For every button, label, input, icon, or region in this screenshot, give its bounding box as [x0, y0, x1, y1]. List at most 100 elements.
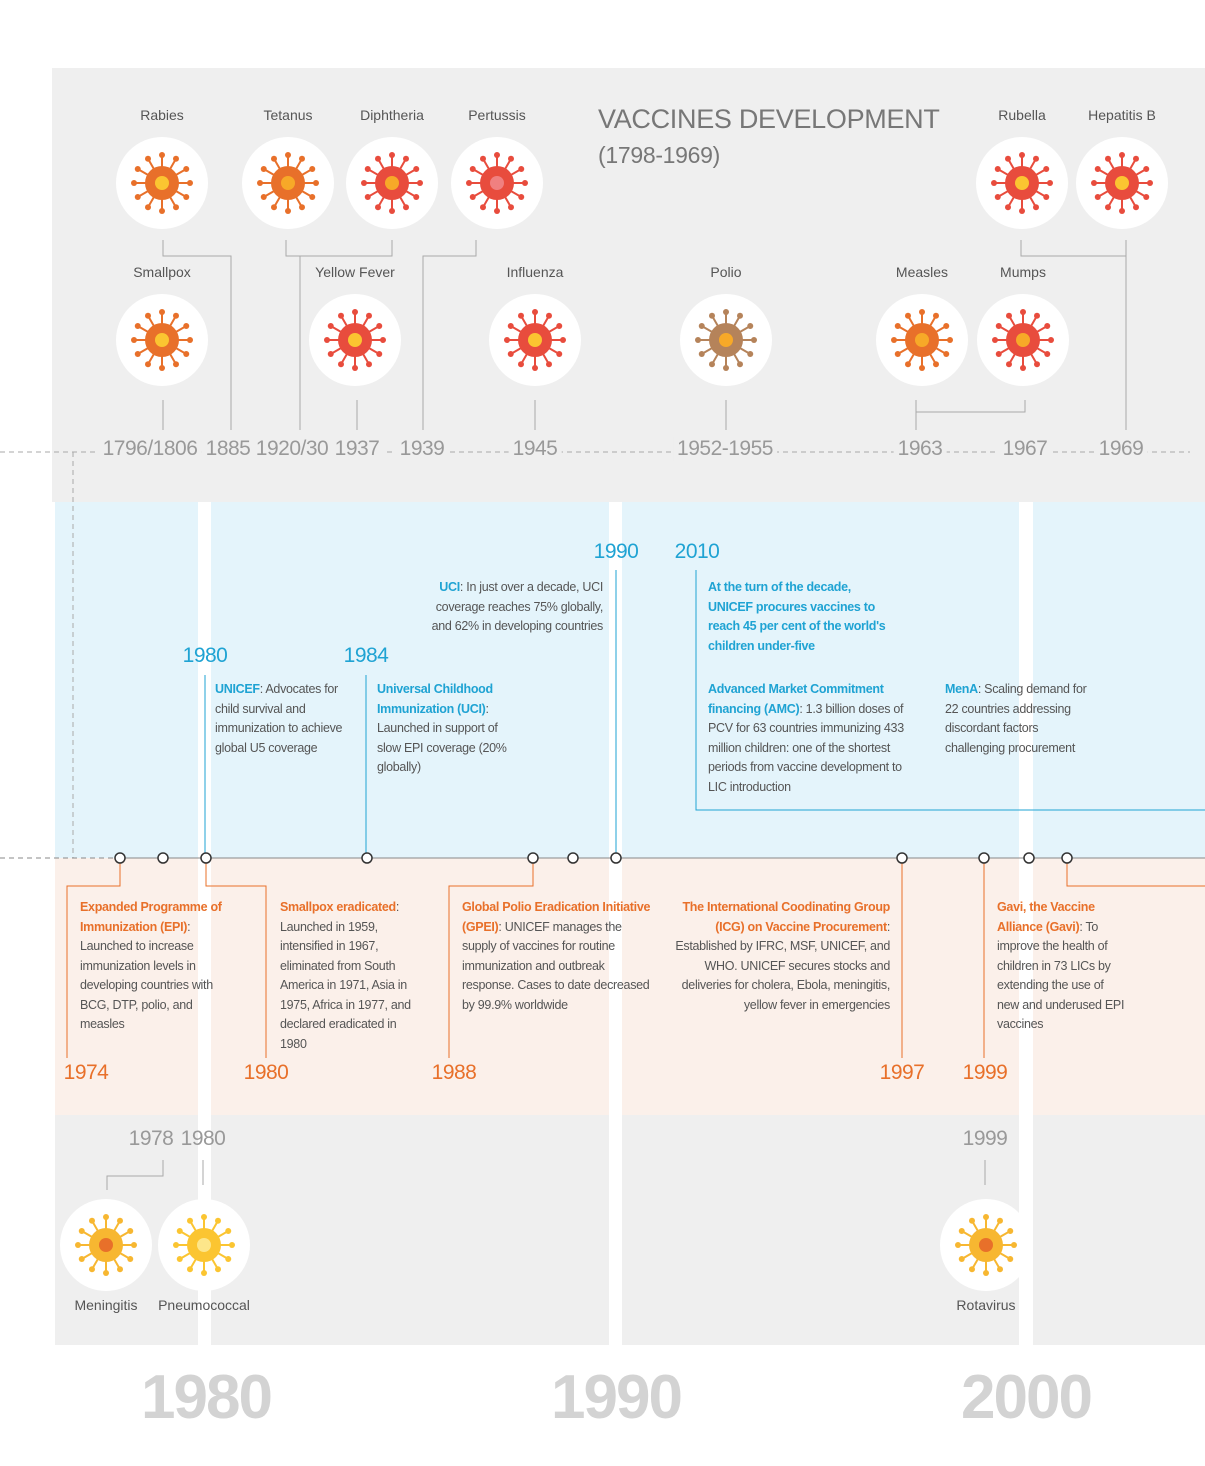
timeline-node	[1061, 852, 1073, 864]
body-text: : 1.3 billion doses of PCV for 63 countr…	[708, 701, 904, 794]
vaccine-label: Mumps	[1000, 264, 1046, 280]
year-label: 1945	[508, 437, 562, 461]
event-year: 1980	[182, 644, 228, 667]
vaccine-icon	[309, 294, 401, 386]
bold-text: Gavi, the Vaccine Alliance (Gavi)	[997, 900, 1095, 934]
vaccine-label: Rabies	[140, 107, 184, 123]
timeline-node	[157, 852, 169, 864]
bold-text: Advanced Market Commitment financing (AM…	[708, 682, 884, 716]
bold-text: Global Polio Eradication Initiative (GPE…	[462, 900, 651, 934]
event-year: 1997	[879, 1061, 925, 1084]
bold-text: MenA	[945, 682, 978, 696]
vaccine-icon	[242, 137, 334, 229]
event-text: Smallpox eradicated: Launched in 1959, i…	[280, 898, 425, 1054]
year-label: 1885	[201, 437, 255, 461]
note-text: Advanced Market Commitment financing (AM…	[708, 680, 920, 797]
vaccine-icon	[158, 1199, 250, 1291]
event-year: 2010	[674, 540, 720, 563]
timeline-node	[610, 852, 622, 864]
vaccine-label: Rotavirus	[956, 1297, 1016, 1313]
decade-stripes	[198, 502, 1033, 1345]
body-text: : Established by IFRC, MSF, UNICEF, and …	[675, 919, 890, 1012]
decade-label: 2000	[961, 1363, 1093, 1432]
vaccine-label: Meningitis	[74, 1297, 138, 1313]
blue-band	[55, 502, 1205, 858]
event-text: At the turn of the decade, UNICEF procur…	[708, 578, 898, 656]
bold-text: Smallpox eradicated	[280, 900, 396, 914]
vaccine-label: Hepatitis B	[1088, 107, 1156, 123]
event-text: Expanded Programme of Immunization (EPI)…	[80, 898, 228, 1035]
year-label: 1978	[128, 1127, 174, 1150]
year-label: 1796/1806	[98, 437, 202, 461]
bold-text: The International Coodinating Group (ICG…	[682, 900, 890, 934]
decade-label: 1990	[551, 1363, 683, 1432]
orange-band	[55, 858, 1205, 1115]
body-text: : Launched in support of slow EPI covera…	[377, 701, 507, 775]
timeline-node	[527, 852, 539, 864]
event-text: Universal Childhood Immunization (UCI): …	[377, 680, 517, 778]
event-year: 1988	[431, 1061, 477, 1084]
vaccine-icon	[116, 294, 208, 386]
timeline-node	[1023, 852, 1035, 864]
vaccine-icon	[489, 294, 581, 386]
body-text: : Launched in 1959, intensified in 1967,…	[280, 900, 411, 1051]
vaccine-label: Diphtheria	[360, 107, 424, 123]
body-text: : Advocates for child survival and immun…	[215, 682, 343, 755]
vaccine-icon	[1076, 137, 1168, 229]
note-text: MenA: Scaling demand for 22 countries ad…	[945, 680, 1095, 758]
event-text: The International Coodinating Group (ICG…	[675, 898, 890, 1015]
event-year: 1990	[593, 540, 639, 563]
body-text: : In just over a decade, UCI coverage re…	[431, 580, 604, 633]
vaccine-icon	[346, 137, 438, 229]
timeline-node	[567, 852, 579, 864]
vaccine-icon	[116, 137, 208, 229]
orange-connectors	[66, 858, 1205, 1058]
year-label: 1967	[998, 437, 1052, 461]
event-text: UCI: In just over a decade, UCI coverage…	[413, 578, 604, 637]
timeline-node	[896, 852, 908, 864]
event-year: 1980	[243, 1061, 289, 1084]
vaccine-icon	[976, 137, 1068, 229]
vaccine-label: Rubella	[998, 107, 1046, 123]
year-label: 1963	[893, 437, 947, 461]
body-text: : To improve the health of children in 7…	[997, 919, 1125, 1032]
body-text: : UNICEF manages the supply of vaccines …	[462, 919, 650, 1012]
vaccine-label: Smallpox	[133, 264, 191, 280]
year-label: 1920/30	[251, 437, 333, 461]
timeline-node	[114, 852, 126, 864]
event-text: Global Polio Eradication Initiative (GPE…	[462, 898, 654, 1015]
year-label: 1969	[1094, 437, 1148, 461]
bold-text: UCI	[439, 580, 460, 594]
event-text: UNICEF: Advocates for child survival and…	[215, 680, 343, 758]
bold-text: Universal Childhood Immunization (UCI)	[377, 682, 493, 716]
timeline-node	[978, 852, 990, 864]
vaccine-label: Pertussis	[468, 107, 526, 123]
year-label: 1980	[180, 1127, 226, 1150]
vaccine-label: Tetanus	[263, 107, 313, 123]
vaccine-icon	[977, 294, 1069, 386]
year-label: 1999	[962, 1127, 1008, 1150]
vaccine-icon	[60, 1199, 152, 1291]
event-year: 1974	[63, 1061, 109, 1084]
title: VACCINES DEVELOPMENT	[598, 104, 940, 134]
blue-connectors	[204, 570, 1205, 858]
bold-text: Expanded Programme of Immunization (EPI)	[80, 900, 222, 934]
vaccine-label: Influenza	[506, 264, 564, 280]
body-text: : Launched to increase immunization leve…	[80, 919, 213, 1032]
vaccine-label: Polio	[710, 264, 742, 280]
vaccine-label: Yellow Fever	[315, 264, 395, 280]
year-label: 1939	[395, 437, 449, 461]
event-text: Gavi, the Vaccine Alliance (Gavi): To im…	[997, 898, 1127, 1035]
event-year: 1984	[343, 644, 389, 667]
decade-label: 1980	[141, 1363, 273, 1432]
timeline-node	[361, 852, 373, 864]
event-year: 1999	[962, 1061, 1008, 1084]
body-text: : Scaling demand for 22 countries addres…	[945, 682, 1087, 755]
subtitle: (1798-1969)	[598, 142, 721, 168]
bold-text: UNICEF	[215, 682, 260, 696]
vaccine-label: Measles	[895, 264, 949, 280]
year-label: 1937	[330, 437, 384, 461]
vaccine-icon	[680, 294, 772, 386]
